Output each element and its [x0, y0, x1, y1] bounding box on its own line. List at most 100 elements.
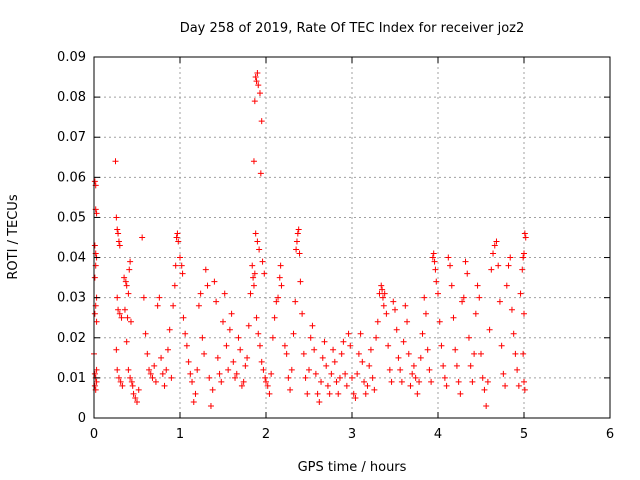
data-point-marker — [256, 90, 263, 97]
data-point-marker — [299, 310, 306, 317]
x-tick-label: 2 — [262, 427, 270, 442]
data-point-marker — [116, 242, 123, 249]
data-point-marker — [261, 270, 268, 277]
data-point-marker — [500, 370, 507, 377]
data-point-marker — [166, 326, 173, 333]
data-point-marker — [93, 366, 100, 373]
data-point-marker — [288, 366, 295, 373]
data-point-marker — [323, 362, 330, 369]
data-point-marker — [201, 350, 208, 357]
data-point-marker — [393, 326, 400, 333]
data-point-marker — [156, 294, 163, 301]
data-point-marker — [416, 378, 423, 385]
data-point-marker — [441, 374, 448, 381]
data-point-marker — [235, 334, 242, 341]
data-point-marker — [238, 382, 245, 389]
data-point-marker — [347, 342, 354, 349]
data-point-marker — [388, 378, 395, 385]
x-tick-label: 0 — [90, 427, 98, 442]
data-point-marker — [283, 350, 290, 357]
data-point-marker — [115, 306, 122, 313]
data-point-marker — [276, 274, 283, 281]
data-point-marker — [180, 314, 187, 321]
data-point-marker — [175, 238, 182, 245]
data-point-marker — [397, 366, 404, 373]
data-point-marker — [321, 338, 328, 345]
data-point-marker — [464, 270, 471, 277]
data-point-marker — [443, 382, 450, 389]
data-point-marker — [127, 318, 134, 325]
data-point-marker — [436, 318, 443, 325]
data-point-marker — [151, 362, 158, 369]
data-point-marker — [421, 294, 428, 301]
data-point-marker — [455, 378, 462, 385]
data-point-marker — [182, 330, 189, 337]
y-tick-label: 0.01 — [57, 371, 86, 386]
data-point-marker — [453, 362, 460, 369]
data-point-marker — [448, 282, 455, 289]
data-point-marker — [275, 294, 282, 301]
data-point-marker — [114, 366, 121, 373]
data-point-marker — [373, 334, 380, 341]
data-point-marker — [123, 338, 130, 345]
y-tick-label: 0.07 — [57, 130, 86, 145]
data-point-marker — [404, 318, 411, 325]
data-point-marker — [255, 330, 262, 337]
data-point-marker — [378, 282, 385, 289]
data-point-marker — [457, 390, 464, 397]
data-point-marker — [371, 386, 378, 393]
data-point-marker — [277, 262, 284, 269]
data-point-marker — [266, 390, 273, 397]
data-point-marker — [462, 258, 469, 265]
data-point-marker — [257, 170, 264, 177]
data-point-marker — [177, 254, 183, 261]
data-point-marker — [293, 246, 300, 253]
data-point-marker — [324, 382, 331, 389]
data-point-marker — [376, 290, 383, 297]
data-point-marker — [121, 274, 128, 281]
data-point-marker — [214, 354, 221, 361]
data-point-marker — [432, 266, 439, 273]
data-point-marker — [125, 290, 132, 297]
data-point-marker — [128, 378, 135, 385]
data-point-marker — [407, 382, 414, 389]
data-point-marker — [278, 282, 285, 289]
data-point-marker — [366, 362, 373, 369]
data-points — [91, 70, 529, 409]
data-point-marker — [251, 270, 258, 277]
data-point-marker — [428, 378, 435, 385]
data-point-marker — [483, 402, 490, 409]
data-point-marker — [380, 302, 387, 309]
data-point-marker — [91, 310, 98, 317]
data-point-marker — [158, 354, 165, 361]
data-point-marker — [117, 378, 124, 385]
y-tick-label: 0.02 — [57, 331, 86, 346]
data-point-marker — [225, 366, 232, 373]
data-point-marker — [422, 310, 429, 317]
data-point-marker — [386, 366, 393, 373]
data-point-marker — [195, 302, 202, 309]
data-point-marker — [520, 254, 527, 261]
data-point-marker — [287, 386, 294, 393]
data-point-marker — [362, 390, 369, 397]
data-point-marker — [230, 358, 237, 365]
axis-ticks: 0 1 2 3 4 5 6 0 0.01 0.02 0.03 0.04 0.05 0.06 0.07 0.08… — [57, 50, 614, 442]
data-point-marker — [474, 282, 481, 289]
data-point-marker — [490, 250, 497, 257]
data-point-marker — [367, 346, 374, 353]
data-point-marker — [161, 382, 168, 389]
data-point-marker — [194, 366, 201, 373]
data-point-marker — [338, 350, 345, 357]
data-point-marker — [140, 294, 147, 301]
data-point-marker — [115, 238, 122, 245]
data-point-marker — [395, 354, 402, 361]
data-point-marker — [113, 214, 120, 221]
y-tick-label: 0.04 — [57, 251, 86, 266]
data-point-marker — [115, 374, 122, 381]
data-point-marker — [514, 366, 521, 373]
data-point-marker — [419, 330, 426, 337]
data-point-marker — [304, 390, 311, 397]
data-point-marker — [124, 314, 131, 321]
data-point-marker — [424, 346, 431, 353]
data-point-marker — [116, 310, 123, 317]
